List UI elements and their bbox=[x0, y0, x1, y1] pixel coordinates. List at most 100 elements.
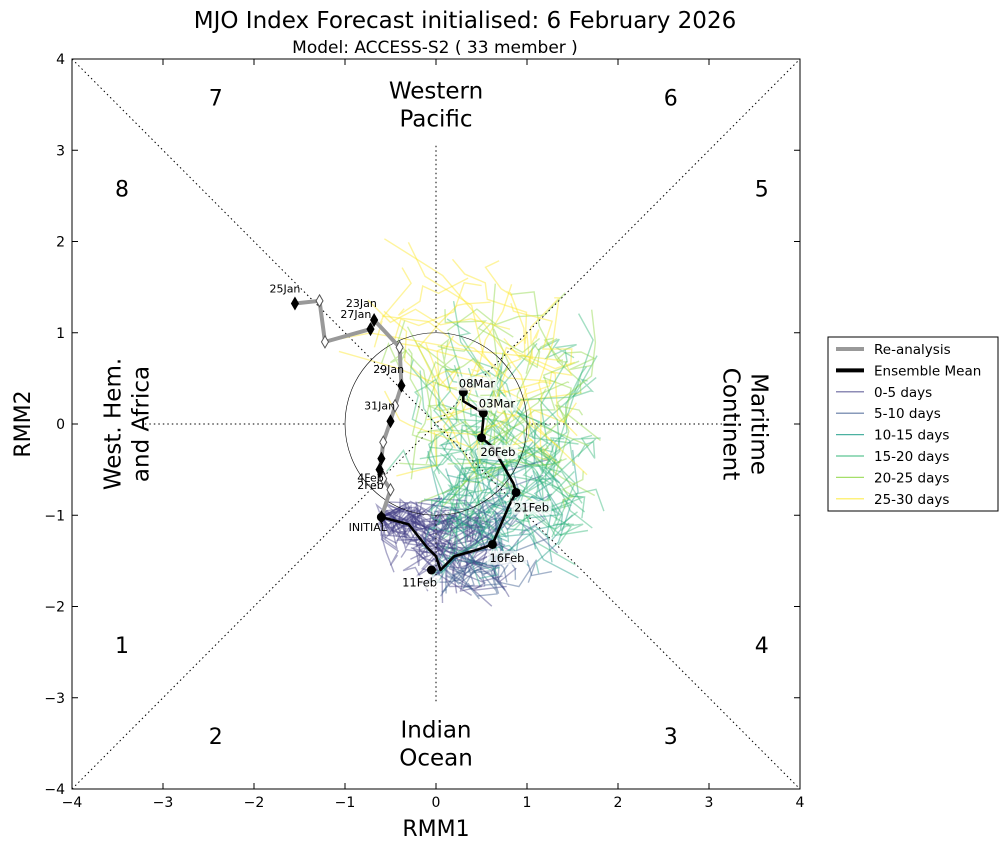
ensemble-mean-marker bbox=[477, 433, 486, 443]
member-track-segment bbox=[560, 522, 584, 536]
member-track-segment bbox=[380, 516, 419, 551]
member-track-segment bbox=[447, 515, 494, 539]
chart-title: MJO Index Forecast initialised: 6 Februa… bbox=[194, 8, 736, 34]
member-track-segment bbox=[484, 260, 513, 297]
ensemble-mean-marker bbox=[511, 487, 521, 497]
member-track-segment bbox=[417, 422, 590, 447]
member-track-segment bbox=[402, 512, 429, 592]
member-track-segment bbox=[509, 291, 578, 437]
member-track-segment bbox=[417, 338, 457, 373]
member-track-segment bbox=[535, 449, 579, 574]
member-track-segment bbox=[380, 516, 423, 541]
reanalysis-date-label: 29Jan bbox=[373, 363, 404, 376]
phase-number: 6 bbox=[664, 86, 678, 111]
ensemble-mean-line bbox=[381, 392, 518, 572]
member-track-segment bbox=[407, 241, 515, 420]
member-track-segment bbox=[433, 513, 458, 594]
region-label-line: Maritime bbox=[745, 373, 771, 475]
member-track-segment bbox=[436, 474, 544, 557]
legend-label: Re-analysis bbox=[874, 342, 951, 358]
member-track-segment bbox=[438, 514, 482, 564]
member-track-segment bbox=[452, 519, 488, 576]
x-tick-label: 4 bbox=[796, 795, 805, 811]
member-track-segment bbox=[436, 335, 461, 391]
member-track-segment bbox=[463, 457, 567, 484]
member-track-segment bbox=[424, 357, 484, 389]
y-tick-label: 3 bbox=[56, 143, 65, 159]
member-track-segment bbox=[396, 320, 433, 465]
y-tick-label: −2 bbox=[44, 600, 65, 616]
member-track-segment bbox=[429, 424, 494, 452]
region-label-line: Continent bbox=[717, 368, 743, 480]
member-track-segment bbox=[452, 560, 502, 586]
member-track-segment bbox=[541, 498, 574, 527]
region-label-line: Western bbox=[389, 79, 483, 105]
member-track-segment bbox=[433, 510, 481, 559]
member-track-segment bbox=[553, 309, 597, 478]
date-label-background bbox=[477, 444, 518, 459]
member-track-segment bbox=[453, 466, 494, 500]
x-tick-label: 3 bbox=[705, 795, 714, 811]
member-track-segment bbox=[381, 504, 435, 519]
date-label-background bbox=[456, 376, 497, 391]
ensemble-mean-marker bbox=[376, 512, 386, 522]
member-track-segment bbox=[436, 543, 483, 592]
member-track-segment bbox=[456, 437, 601, 469]
region-label-line: Indian bbox=[400, 717, 471, 743]
date-label-background bbox=[486, 550, 527, 565]
member-track-segment bbox=[459, 519, 517, 580]
member-track-segment bbox=[405, 518, 440, 559]
member-track-segment bbox=[556, 351, 596, 371]
member-track-segment bbox=[449, 486, 475, 518]
member-track-segment bbox=[442, 567, 505, 590]
member-track-segment bbox=[419, 446, 551, 478]
member-track-segment bbox=[432, 503, 454, 532]
ensemble-date-label: 08Mar bbox=[459, 377, 496, 391]
member-track-segment bbox=[449, 500, 461, 558]
member-track-segment bbox=[495, 337, 522, 429]
phase-guides bbox=[71, 58, 801, 790]
member-track-segment bbox=[439, 383, 580, 447]
member-track-segment bbox=[411, 378, 437, 425]
member-track-segment bbox=[381, 516, 447, 553]
member-track-segment bbox=[441, 500, 493, 541]
member-track-segment bbox=[426, 401, 460, 425]
member-track-segment bbox=[500, 402, 577, 449]
member-track-segment bbox=[497, 508, 589, 537]
member-track-segment bbox=[446, 474, 537, 550]
member-track-segment bbox=[430, 499, 464, 520]
phase-number: 7 bbox=[209, 86, 223, 111]
region-label: West. Hem.and Africa bbox=[101, 358, 155, 490]
x-tick-label: −2 bbox=[244, 795, 265, 811]
reanalysis-marker bbox=[320, 334, 330, 349]
member-track-segment bbox=[426, 509, 448, 534]
phase-number: 4 bbox=[755, 634, 769, 659]
member-track-segment bbox=[394, 301, 491, 348]
ensemble-date-label: 03Mar bbox=[479, 397, 516, 411]
date-label-background bbox=[399, 575, 440, 590]
member-track-segment bbox=[433, 368, 460, 452]
region-labels: Western Pacific Indian Ocean West. Hem.and A… bbox=[101, 79, 772, 772]
member-track-segment bbox=[381, 497, 443, 524]
region-label-line: Ocean bbox=[399, 745, 473, 771]
member-track-segment bbox=[380, 505, 453, 533]
member-track-segment bbox=[410, 511, 468, 560]
member-track-segment bbox=[449, 449, 535, 532]
member-track-segment bbox=[453, 487, 492, 524]
diagonal-line bbox=[71, 58, 801, 790]
legend-label: 15-20 days bbox=[874, 449, 949, 465]
y-tick-label: 4 bbox=[56, 52, 65, 68]
member-track-segment bbox=[448, 342, 538, 502]
legend-label: 10-15 days bbox=[874, 428, 949, 444]
reanalysis-marker bbox=[386, 482, 395, 497]
member-track-segment bbox=[446, 513, 579, 579]
member-track-segment bbox=[437, 521, 470, 555]
member-track-segment bbox=[447, 547, 500, 571]
member-track-segment bbox=[543, 337, 568, 366]
member-track-segment bbox=[381, 501, 449, 530]
reanalysis-date-label: 27Jan bbox=[340, 308, 371, 321]
member-track-segment bbox=[396, 387, 528, 477]
legend-label: 25-30 days bbox=[874, 492, 949, 508]
member-track-segment bbox=[384, 238, 588, 476]
